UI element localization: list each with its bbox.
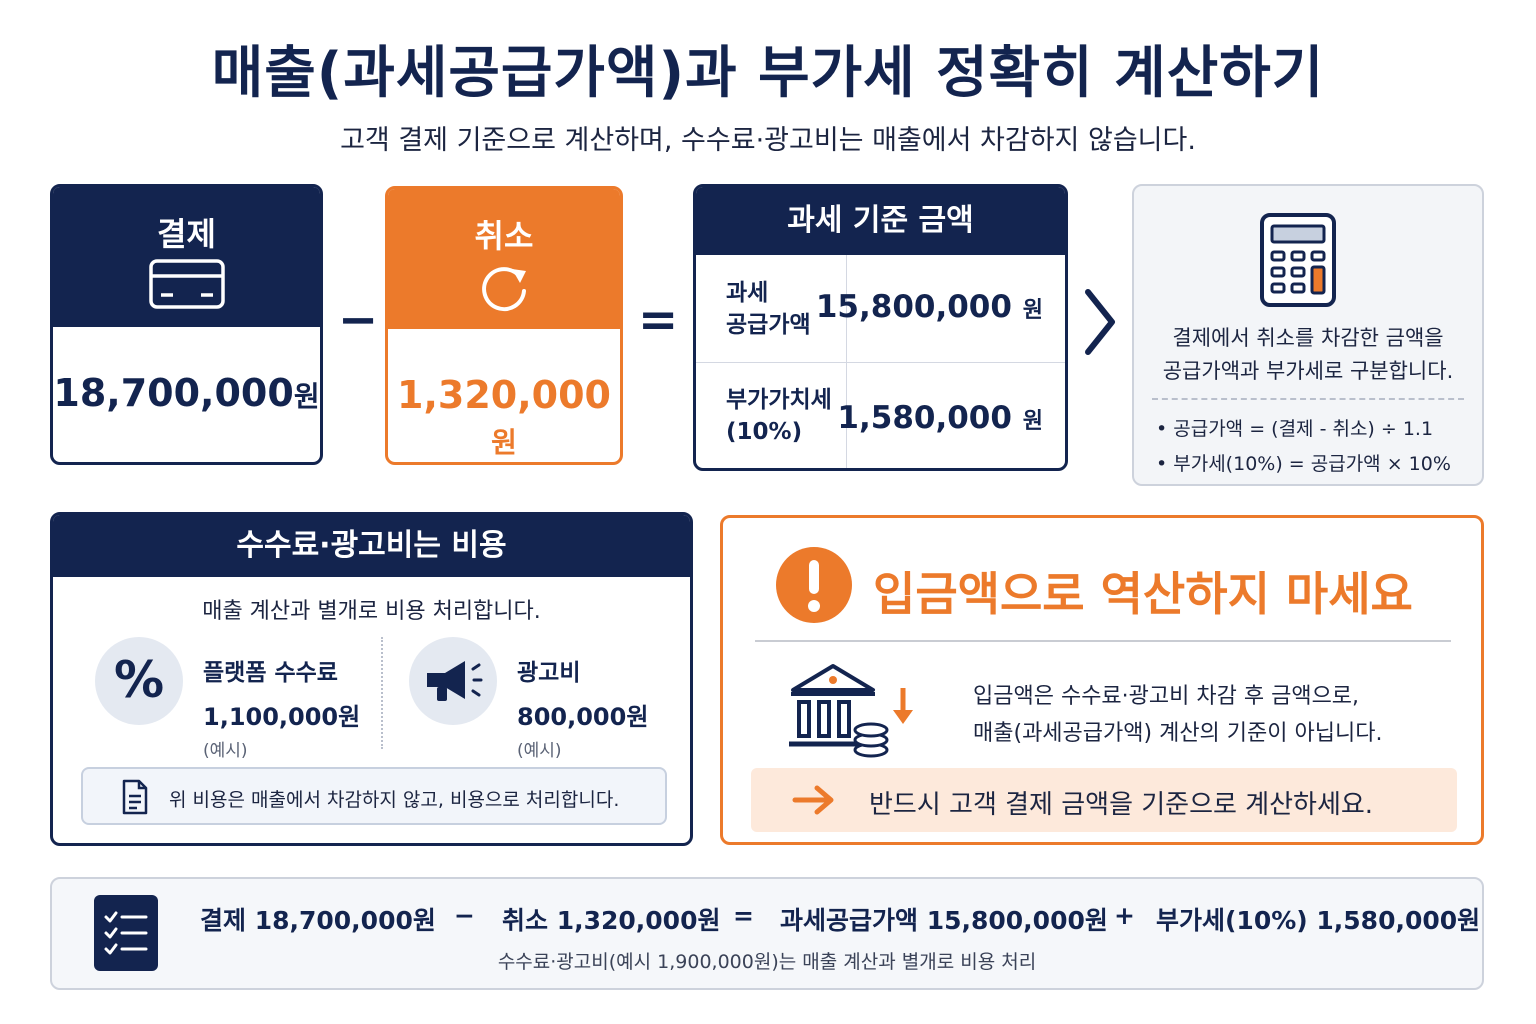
cost-footnote-text: 위 비용은 매출에서 차감하지 않고, 비용으로 처리합니다.	[169, 789, 620, 811]
tax-row-value: 1,580,000 원	[837, 400, 1043, 436]
checklist-icon	[94, 895, 158, 971]
percent-icon: %	[95, 637, 183, 725]
megaphone-icon	[409, 637, 497, 725]
calculator-icon	[1258, 212, 1338, 312]
warning-callout-text: 반드시 고객 결제 금액을 기준으로 계산하세요.	[869, 790, 1374, 820]
chevron-right-icon	[1080, 286, 1120, 362]
cancel-amount: 1,320,000원	[397, 373, 611, 459]
cost-separator	[381, 637, 383, 749]
credit-card-icon	[148, 259, 225, 313]
cost-box: 수수료·광고비는 비용 매출 계산과 별개로 비용 처리합니다. % 플랫폼 수…	[50, 512, 693, 846]
minus-operator: −	[338, 292, 379, 348]
tax-base-box: 과세 기준 금액 과세 공급가액 15,800,000 원 부가가치세 (10%…	[693, 184, 1068, 471]
tax-base-title: 과세 기준 금액	[696, 187, 1065, 255]
summary-minus: −	[454, 901, 475, 930]
refresh-icon	[476, 261, 532, 321]
tax-row-vat: 부가가치세 (10%) 1,580,000 원	[696, 364, 1065, 468]
warning-description: 입금액은 수수료·광고비 차감 후 금액으로, 매출(과세공급가액) 계산의 기…	[973, 684, 1383, 746]
formula-supply: • 공급가액 = (결제 - 취소) ÷ 1.1	[1156, 418, 1434, 440]
summary-cancel: 취소 1,320,000원	[502, 906, 721, 935]
cost-title: 수수료·광고비는 비용	[53, 515, 690, 577]
cost-subtitle: 매출 계산과 별개로 비용 처리합니다.	[202, 599, 541, 624]
page-subtitle: 고객 결제 기준으로 계산하며, 수수료·광고비는 매출에서 차감하지 않습니다…	[340, 125, 1196, 156]
page-title: 매출(과세공급가액)과 부가세 정확히 계산하기	[211, 41, 1325, 106]
tax-column-divider	[846, 255, 847, 468]
formula-vat: • 부가세(10%) = 공급가액 × 10%	[1156, 453, 1451, 475]
cancel-card: 취소 1,320,000원	[385, 186, 623, 465]
tax-row-label: 부가가치세 (10%)	[726, 387, 832, 445]
cost-item-amount: 800,000원	[517, 703, 649, 731]
tax-row-label: 과세 공급가액	[726, 280, 811, 338]
cancel-card-header: 취소	[388, 189, 620, 329]
summary-payment: 결제 18,700,000원	[200, 906, 436, 935]
dashed-divider	[1152, 398, 1464, 400]
cost-item-name: 플랫폼 수수료	[203, 660, 338, 686]
tax-row-value: 15,800,000 원	[815, 289, 1043, 325]
payment-card: 결제 18,700,000원	[50, 184, 323, 465]
cost-item-note: (예시)	[517, 741, 562, 761]
warning-title: 입금액으로 역산하지 마세요	[873, 567, 1413, 621]
exclamation-icon	[775, 546, 853, 628]
summary-note: 수수료·광고비(예시 1,900,000원)는 매출 계산과 별개로 비용 처리	[497, 951, 1037, 973]
warning-callout: 반드시 고객 결제 금액을 기준으로 계산하세요.	[751, 768, 1457, 832]
cancel-label: 취소	[474, 217, 534, 255]
payment-amount: 18,700,000원	[53, 371, 320, 415]
bank-icon	[785, 660, 925, 764]
arrow-right-icon	[791, 784, 839, 820]
cost-footnote: 위 비용은 매출에서 차감하지 않고, 비용으로 처리합니다.	[81, 767, 667, 825]
document-icon	[121, 779, 149, 819]
info-description: 결제에서 취소를 차감한 금액을 공급가액과 부가세로 구분합니다.	[1162, 326, 1454, 383]
warning-box: 입금액으로 역산하지 마세요 입금액은 수수료·광고비 차감 후 금액으로, 매…	[720, 515, 1484, 845]
payment-card-header: 결제	[53, 187, 320, 327]
summary-equals: =	[733, 901, 754, 930]
cost-item-note: (예시)	[203, 741, 248, 761]
cost-item-name: 광고비	[517, 660, 581, 686]
equals-operator: =	[638, 292, 679, 348]
info-box: 결제에서 취소를 차감한 금액을 공급가액과 부가세로 구분합니다. • 공급가…	[1132, 184, 1484, 486]
summary-plus: +	[1114, 901, 1135, 930]
cost-item-amount: 1,100,000원	[203, 703, 361, 731]
warning-divider	[755, 640, 1451, 642]
summary-bar: 결제 18,700,000원 − 취소 1,320,000원 = 과세공급가액 …	[50, 877, 1484, 990]
summary-supply: 과세공급가액 15,800,000원	[780, 906, 1108, 935]
tax-row-supply: 과세 공급가액 15,800,000 원	[696, 255, 1065, 363]
summary-vat: 부가세(10%) 1,580,000원	[1156, 906, 1481, 935]
payment-label: 결제	[157, 215, 216, 253]
